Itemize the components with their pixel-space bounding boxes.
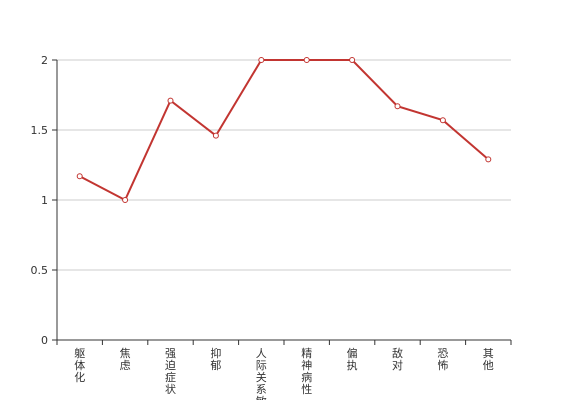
point	[122, 197, 129, 203]
x-tick-label: 抑郁	[210, 346, 221, 372]
x-tick-char: 病	[301, 370, 312, 384]
x-tick-char: 症	[165, 370, 176, 384]
point	[76, 173, 83, 180]
x-tick-label: 人际关系敏感	[256, 347, 267, 400]
x-tick-char: 郁	[210, 358, 221, 372]
x-tick-char: 神	[301, 358, 312, 372]
x-tick-label: 偏执	[347, 346, 358, 372]
point	[485, 156, 492, 163]
x-tick-char: 精	[301, 347, 312, 360]
y-tick-label: 1	[41, 194, 48, 207]
x-tick-label: 其他	[483, 347, 494, 372]
x-tick-char: 躯	[74, 347, 85, 360]
x-tick-char: 化	[74, 370, 85, 384]
x-tick-char: 焦	[120, 347, 131, 360]
point	[303, 57, 310, 63]
x-tick-char: 偏	[347, 346, 358, 360]
x-tick-char: 系	[256, 383, 267, 396]
x-tick-char: 怖	[437, 358, 448, 372]
x-tick-char: 迫	[165, 358, 176, 372]
x-tick-char: 状	[165, 382, 176, 396]
line	[79, 59, 489, 202]
x-tick-label: 躯体化	[74, 347, 85, 384]
x-tick-char: 关	[256, 370, 267, 384]
x-tick-char: 敌	[392, 346, 403, 360]
x-tick-char: 抑	[210, 346, 221, 360]
point	[167, 97, 174, 104]
x-tick-char: 强	[165, 347, 176, 360]
x-tick-char: 执	[347, 358, 358, 372]
y-tick-label: 2	[41, 54, 48, 67]
x-tick-label: 强迫症状	[165, 347, 176, 396]
x-tick-char: 人	[256, 347, 267, 360]
x-tick-label: 恐怖	[437, 347, 448, 372]
x-tick-char: 敏	[256, 394, 267, 400]
x-tick-char: 际	[256, 359, 267, 372]
point	[258, 57, 265, 63]
x-tick-char: 对	[392, 358, 403, 372]
point	[439, 117, 446, 124]
y-tick-label: 0.5	[31, 264, 49, 277]
point	[394, 103, 401, 110]
x-tick-char: 性	[301, 382, 312, 396]
y-tick-label: 1.5	[31, 124, 49, 137]
point	[349, 57, 356, 63]
x-tick-char: 其	[483, 347, 494, 360]
x-tick-char: 他	[483, 359, 494, 372]
x-tick-char: 虑	[120, 359, 131, 372]
x-tick-char: 恐	[437, 347, 448, 360]
point	[212, 132, 219, 139]
x-tick-label: 敌对	[392, 346, 403, 372]
x-tick-char: 体	[74, 358, 85, 372]
x-tick-label: 精神病性	[301, 347, 312, 396]
y-tick-label: 0	[41, 334, 48, 347]
x-tick-label: 焦虑	[120, 347, 131, 372]
